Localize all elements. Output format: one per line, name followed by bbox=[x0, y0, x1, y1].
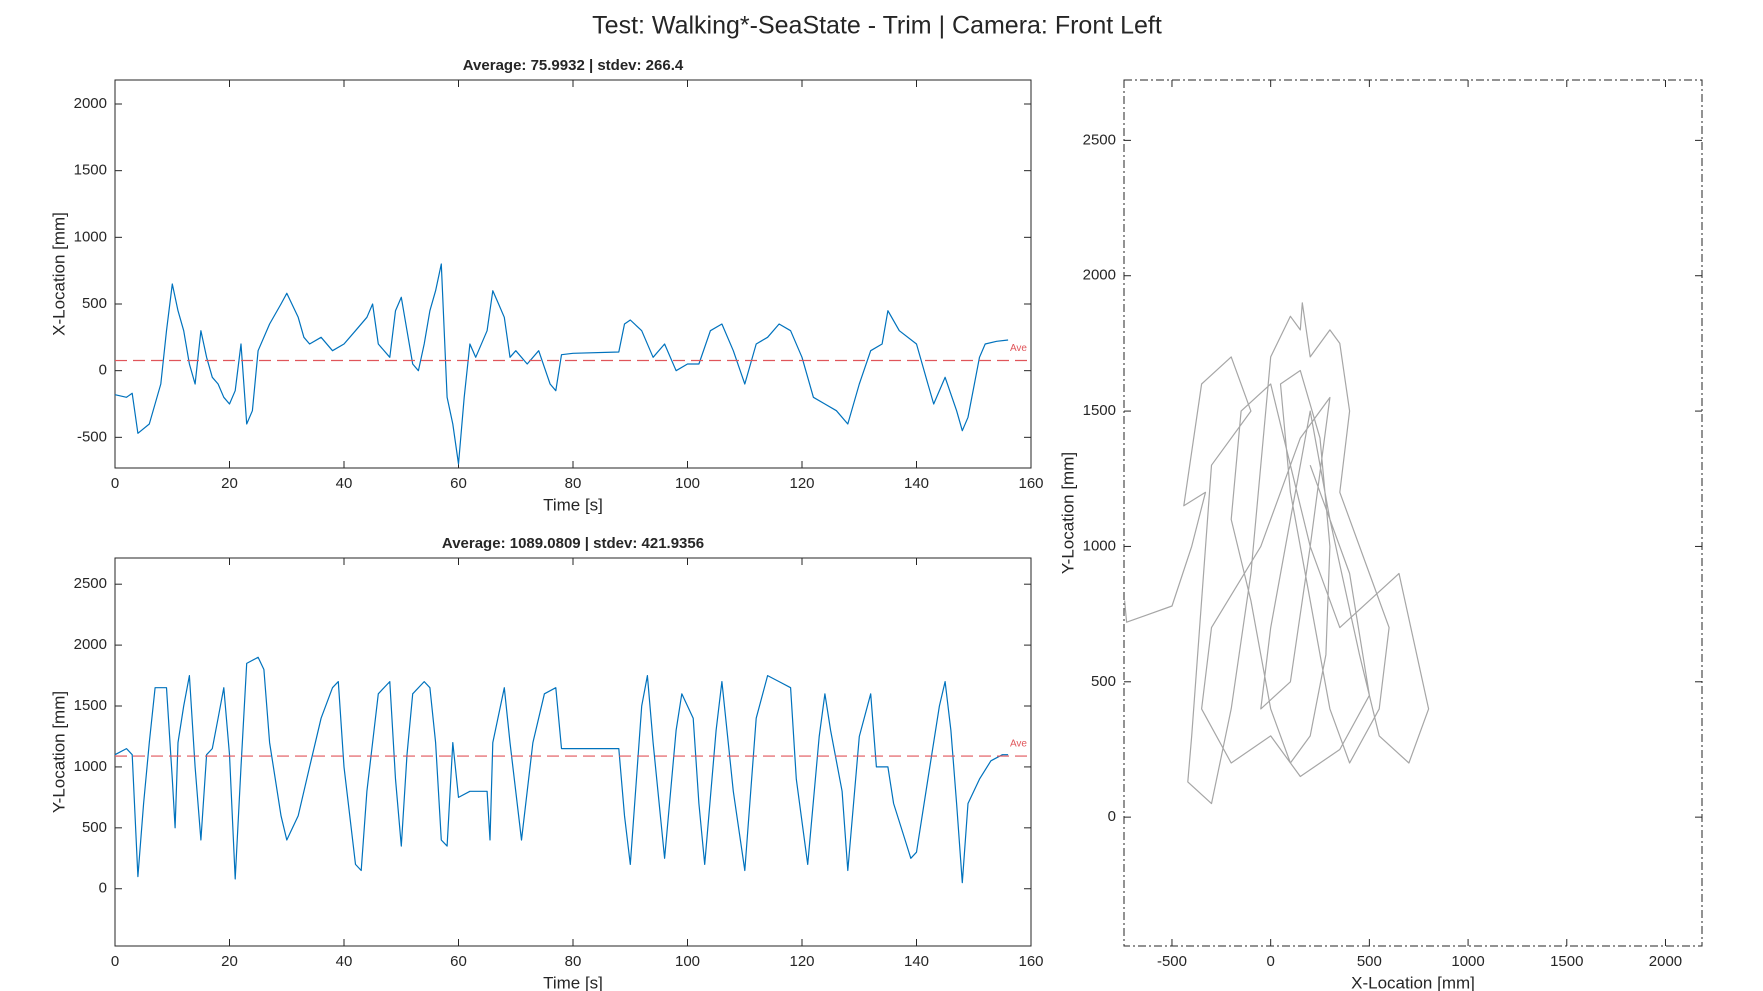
x-tick-label: 160 bbox=[1018, 475, 1043, 492]
x-tick-label: 140 bbox=[904, 475, 929, 492]
x-tick-label: 160 bbox=[1018, 953, 1043, 970]
x-tick-label: 40 bbox=[336, 475, 353, 492]
x-tick-label: 100 bbox=[675, 475, 700, 492]
x-tick-label: 1000 bbox=[1451, 953, 1484, 970]
data-line bbox=[114, 263, 1009, 465]
y-tick-label: 500 bbox=[82, 295, 107, 312]
x-tick-label: 140 bbox=[904, 953, 929, 970]
x-tick-label: 60 bbox=[450, 475, 467, 492]
x-tick-label: 20 bbox=[221, 475, 238, 492]
x-tick-label: 80 bbox=[565, 475, 582, 492]
average-label: Ave bbox=[1010, 739, 1027, 750]
chart-title: Average: 75.9932 | stdev: 266.4 bbox=[463, 57, 684, 74]
y-tick-label: -500 bbox=[77, 428, 107, 445]
plot-area bbox=[114, 79, 1032, 469]
average-label: Ave bbox=[1010, 343, 1027, 354]
plot-area bbox=[1123, 79, 1703, 947]
y-tick-label: 500 bbox=[1091, 673, 1116, 690]
y-tick-label: 0 bbox=[99, 880, 107, 897]
x-tick-label: 2000 bbox=[1649, 953, 1682, 970]
x-tick-label: 1500 bbox=[1550, 953, 1583, 970]
x-tick-label: 0 bbox=[111, 953, 119, 970]
y-axis-label: X-Location [mm] bbox=[49, 212, 68, 336]
y-tick-label: 0 bbox=[99, 362, 107, 379]
y-tick-label: 1500 bbox=[74, 162, 107, 179]
y-tick-label: 1500 bbox=[1083, 402, 1116, 419]
y-tick-label: 1000 bbox=[1083, 537, 1116, 554]
chart-title: Average: 1089.0809 | stdev: 421.9356 bbox=[442, 535, 704, 552]
x-tick-label: 40 bbox=[336, 953, 353, 970]
data-line bbox=[1124, 302, 1430, 805]
y-axis-label: Y-Location [mm] bbox=[1058, 452, 1077, 574]
y-tick-label: 1500 bbox=[74, 697, 107, 714]
y-axis-label: Y-Location [mm] bbox=[49, 691, 68, 813]
figure-title: Test: Walking*-SeaState - Trim | Camera:… bbox=[592, 12, 1162, 40]
x-tick-label: -500 bbox=[1157, 953, 1187, 970]
x-tick-label: 500 bbox=[1357, 953, 1382, 970]
x-tick-label: 0 bbox=[111, 475, 119, 492]
y-tick-label: 2500 bbox=[1083, 131, 1116, 148]
x-axis-label: Time [s] bbox=[543, 973, 603, 991]
x-axis-label: Time [s] bbox=[543, 495, 603, 514]
y-tick-label: 2500 bbox=[74, 575, 107, 592]
y-tick-label: 1000 bbox=[74, 758, 107, 775]
y-tick-label: 1000 bbox=[74, 228, 107, 245]
plot-area bbox=[114, 557, 1032, 947]
x-tick-label: 0 bbox=[1266, 953, 1274, 970]
x-tick-label: 20 bbox=[221, 953, 238, 970]
y-tick-label: 2000 bbox=[1083, 267, 1116, 284]
y-tick-label: 0 bbox=[1108, 808, 1116, 825]
x-tick-label: 100 bbox=[675, 953, 700, 970]
y-tick-label: 2000 bbox=[74, 636, 107, 653]
x-tick-label: 60 bbox=[450, 953, 467, 970]
x-tick-label: 120 bbox=[789, 475, 814, 492]
y-tick-label: 2000 bbox=[74, 95, 107, 112]
y-tick-label: 500 bbox=[82, 819, 107, 836]
x-tick-label: 120 bbox=[789, 953, 814, 970]
x-tick-label: 80 bbox=[565, 953, 582, 970]
x-axis-label: X-Location [mm] bbox=[1351, 973, 1475, 991]
data-line bbox=[114, 656, 1009, 884]
